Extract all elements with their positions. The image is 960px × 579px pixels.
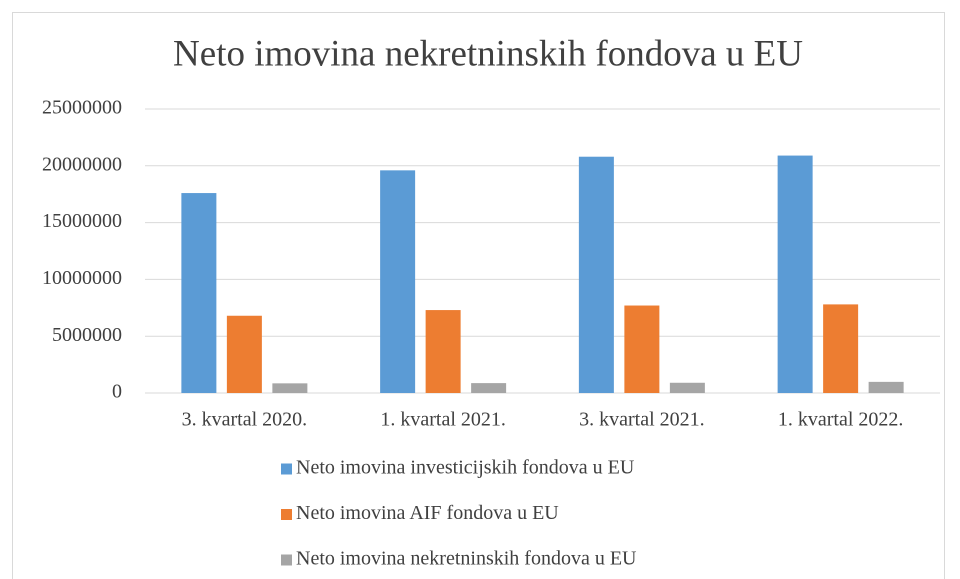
legend-label: Neto imovina nekretninskih fondova u EU xyxy=(296,548,637,570)
bar xyxy=(272,383,308,393)
y-tick-label: 25000000 xyxy=(42,97,122,119)
legend-label: Neto imovina AIF fondova u EU xyxy=(296,502,559,524)
y-tick-label: 5000000 xyxy=(52,324,122,346)
legend-swatch xyxy=(281,554,292,566)
bar xyxy=(425,310,461,393)
y-tick-label: 20000000 xyxy=(42,153,122,175)
y-tick-label: 15000000 xyxy=(42,210,122,232)
legend-swatch xyxy=(281,509,292,520)
bar xyxy=(868,381,904,393)
bar xyxy=(578,156,614,393)
chart-title: Neto imovina nekretninskih fondova u EU xyxy=(173,33,803,74)
bar xyxy=(777,155,813,393)
y-tick-label: 10000000 xyxy=(42,267,122,289)
bar xyxy=(181,193,217,393)
x-tick-label: 1. kvartal 2021. xyxy=(380,409,506,431)
bar xyxy=(823,304,859,393)
bar xyxy=(471,383,507,393)
bar xyxy=(226,315,262,393)
bar xyxy=(669,382,705,393)
legend-label: Neto imovina investicijskih fondova u EU xyxy=(296,457,635,479)
x-tick-label: 1. kvartal 2022. xyxy=(778,409,904,431)
x-tick-label: 3. kvartal 2020. xyxy=(182,409,308,431)
y-tick-label: 0 xyxy=(112,381,122,403)
x-tick-label: 3. kvartal 2021. xyxy=(579,409,705,431)
bar xyxy=(380,170,416,393)
legend-swatch xyxy=(281,463,292,475)
bar xyxy=(624,305,660,393)
